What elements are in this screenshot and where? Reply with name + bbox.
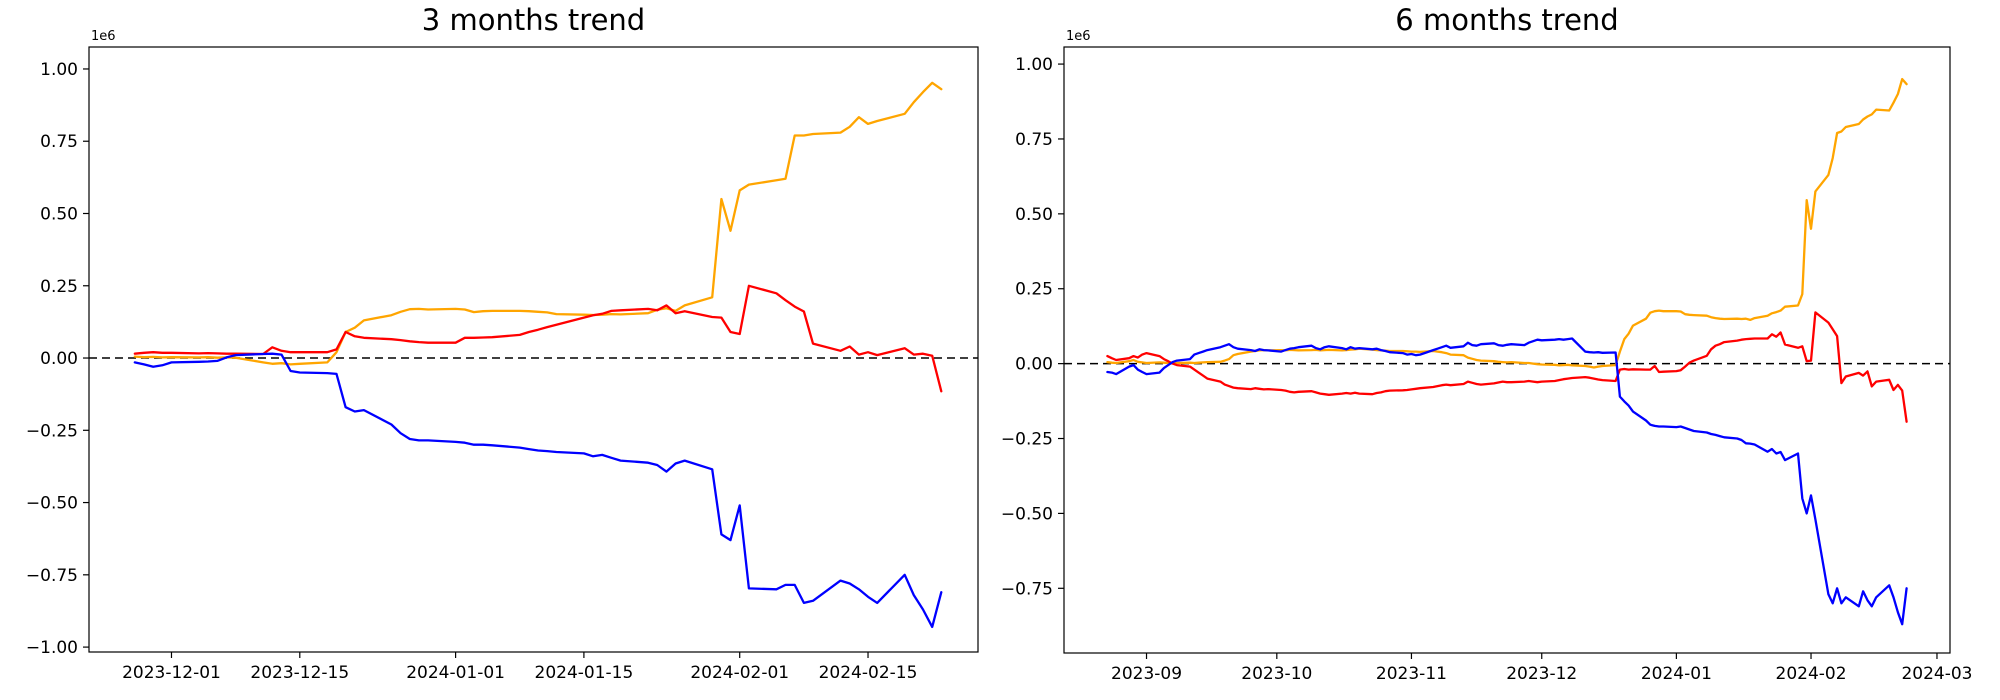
y-tick-label: 0.25: [40, 277, 78, 297]
x-tick-label: 2023-11: [1376, 664, 1447, 684]
x-tick-label: 2023-10: [1241, 664, 1312, 684]
y-tick-label: 0.00: [40, 349, 78, 369]
y-tick-label: 0.75: [1015, 130, 1053, 150]
y-tick-label: −0.50: [1001, 504, 1053, 524]
x-tick-label: 2024-02-15: [819, 663, 918, 683]
y-tick-label: −0.50: [26, 494, 78, 514]
y-tick-label: 1.00: [40, 60, 78, 80]
y-tick-label: −0.75: [1001, 579, 1053, 599]
x-tick-label: 2024-01: [1641, 664, 1712, 684]
three-months-chart-title: 3 months trend: [421, 3, 646, 37]
y-tick-label: 0.25: [1015, 280, 1053, 300]
y-tick-label: 0.00: [1015, 355, 1053, 375]
series-orange-line: [133, 81, 943, 366]
x-tick-label: 2023-12-15: [250, 663, 349, 683]
y-tick-label: 1.00: [1015, 55, 1053, 75]
x-tick-label: 2024-02-01: [690, 663, 789, 683]
six-months-trend-plot: 1e6 1.00 0.75 0.50 0.25 0.00 −0.25 −0.50 −0.75 20…: [1001, 29, 1973, 684]
six-months-chart-title: 6 months trend: [1395, 3, 1619, 37]
series-blue-line: [1106, 337, 1908, 626]
series-red-line: [1106, 311, 1908, 423]
y-tick-label: −0.25: [1001, 430, 1053, 450]
three-months-trend-plot: 1e6 1.00 0.75 0.50 0.25 0.00 −0.25 −0.50 −0.75 −1…: [26, 29, 979, 683]
y-tick-label: −0.75: [26, 566, 78, 586]
y-tick-label: −0.25: [26, 421, 78, 441]
x-tick-label: 2023-12-01: [122, 663, 221, 683]
series-blue-line: [133, 352, 943, 629]
y-tick-label: 0.50: [1015, 205, 1053, 225]
y-tick-label: 0.50: [40, 204, 78, 224]
x-tick-label: 2024-01-15: [535, 663, 634, 683]
y-axis-offset-label: 1e6: [91, 29, 116, 44]
series-orange-line: [1106, 77, 1908, 369]
x-tick-label: 2023-09: [1111, 664, 1182, 684]
axes-box: [1063, 46, 1951, 654]
y-axis-offset-label: 1e6: [1066, 29, 1091, 44]
x-tick-label: 2024-02: [1776, 664, 1847, 684]
axes-box: [88, 46, 979, 653]
x-tick-label: 2024-03: [1901, 664, 1972, 684]
x-tick-label: 2023-12: [1506, 664, 1577, 684]
x-tick-label: 2024-01-01: [406, 663, 505, 683]
series-red-line: [133, 284, 943, 393]
y-tick-label: 0.75: [40, 132, 78, 152]
y-tick-label: −1.00: [26, 638, 78, 658]
